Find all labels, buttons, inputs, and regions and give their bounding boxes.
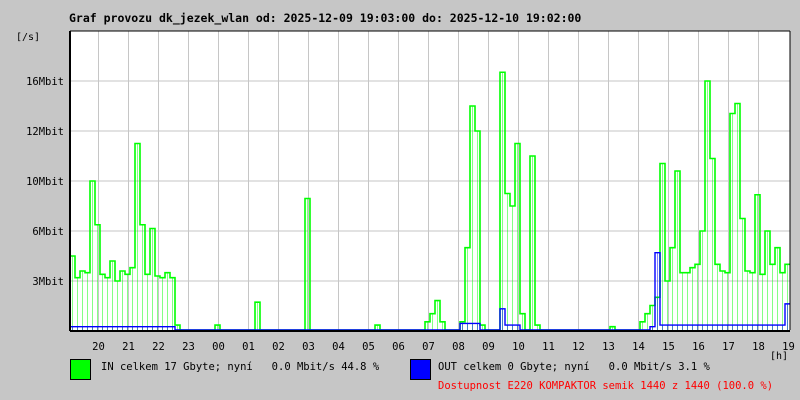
y-axis-unit: [/s] — [16, 32, 41, 43]
chart-title: Graf provozu dk_jezek_wlan od: 2025-12-0… — [69, 11, 582, 25]
y-tick-label: 3Mbit — [32, 276, 64, 288]
x-tick-label: 20 — [92, 341, 105, 353]
legend-in-swatch — [70, 359, 91, 380]
x-tick-label: 18 — [752, 341, 765, 353]
x-tick-label: 09 — [482, 341, 495, 353]
legend-out-swatch — [410, 359, 431, 380]
y-tick-label: 12Mbit — [26, 126, 64, 138]
x-tick-label: 10 — [512, 341, 525, 353]
x-tick-label: 05 — [362, 341, 375, 353]
x-tick-label: 19 — [782, 341, 795, 353]
x-tick-label: 13 — [602, 341, 615, 353]
x-axis-unit: [h] — [770, 351, 789, 362]
x-tick-label: 06 — [392, 341, 405, 353]
availability-text: Dostupnost E220 KOMPAKTOR semik 1440 z 1… — [438, 380, 774, 392]
y-tick-label: 16Mbit — [26, 76, 64, 88]
y-tick-label: 10Mbit — [26, 176, 64, 188]
x-tick-label: 16 — [692, 341, 705, 353]
x-tick-label: 22 — [152, 341, 165, 353]
x-tick-label: 03 — [302, 341, 315, 353]
y-tick-label: 6Mbit — [32, 226, 64, 238]
x-tick-label: 00 — [212, 341, 225, 353]
x-tick-label: 15 — [662, 341, 675, 353]
legend-out-text: OUT celkem 0 Gbyte; nyní 0.0 Mbit/s 3.1 … — [438, 361, 710, 373]
x-tick-label: 17 — [722, 341, 735, 353]
x-tick-label: 12 — [572, 341, 585, 353]
x-tick-label: 08 — [452, 341, 465, 353]
x-tick-label: 21 — [122, 341, 135, 353]
x-tick-label: 14 — [632, 341, 645, 353]
x-tick-label: 07 — [422, 341, 435, 353]
x-tick-label: 01 — [242, 341, 255, 353]
x-tick-label: 02 — [272, 341, 285, 353]
x-tick-label: 11 — [542, 341, 555, 353]
x-tick-label: 04 — [332, 341, 345, 353]
legend-in-text: IN celkem 17 Gbyte; nyní 0.0 Mbit/s 44.8… — [101, 361, 380, 373]
x-tick-label: 23 — [182, 341, 195, 353]
